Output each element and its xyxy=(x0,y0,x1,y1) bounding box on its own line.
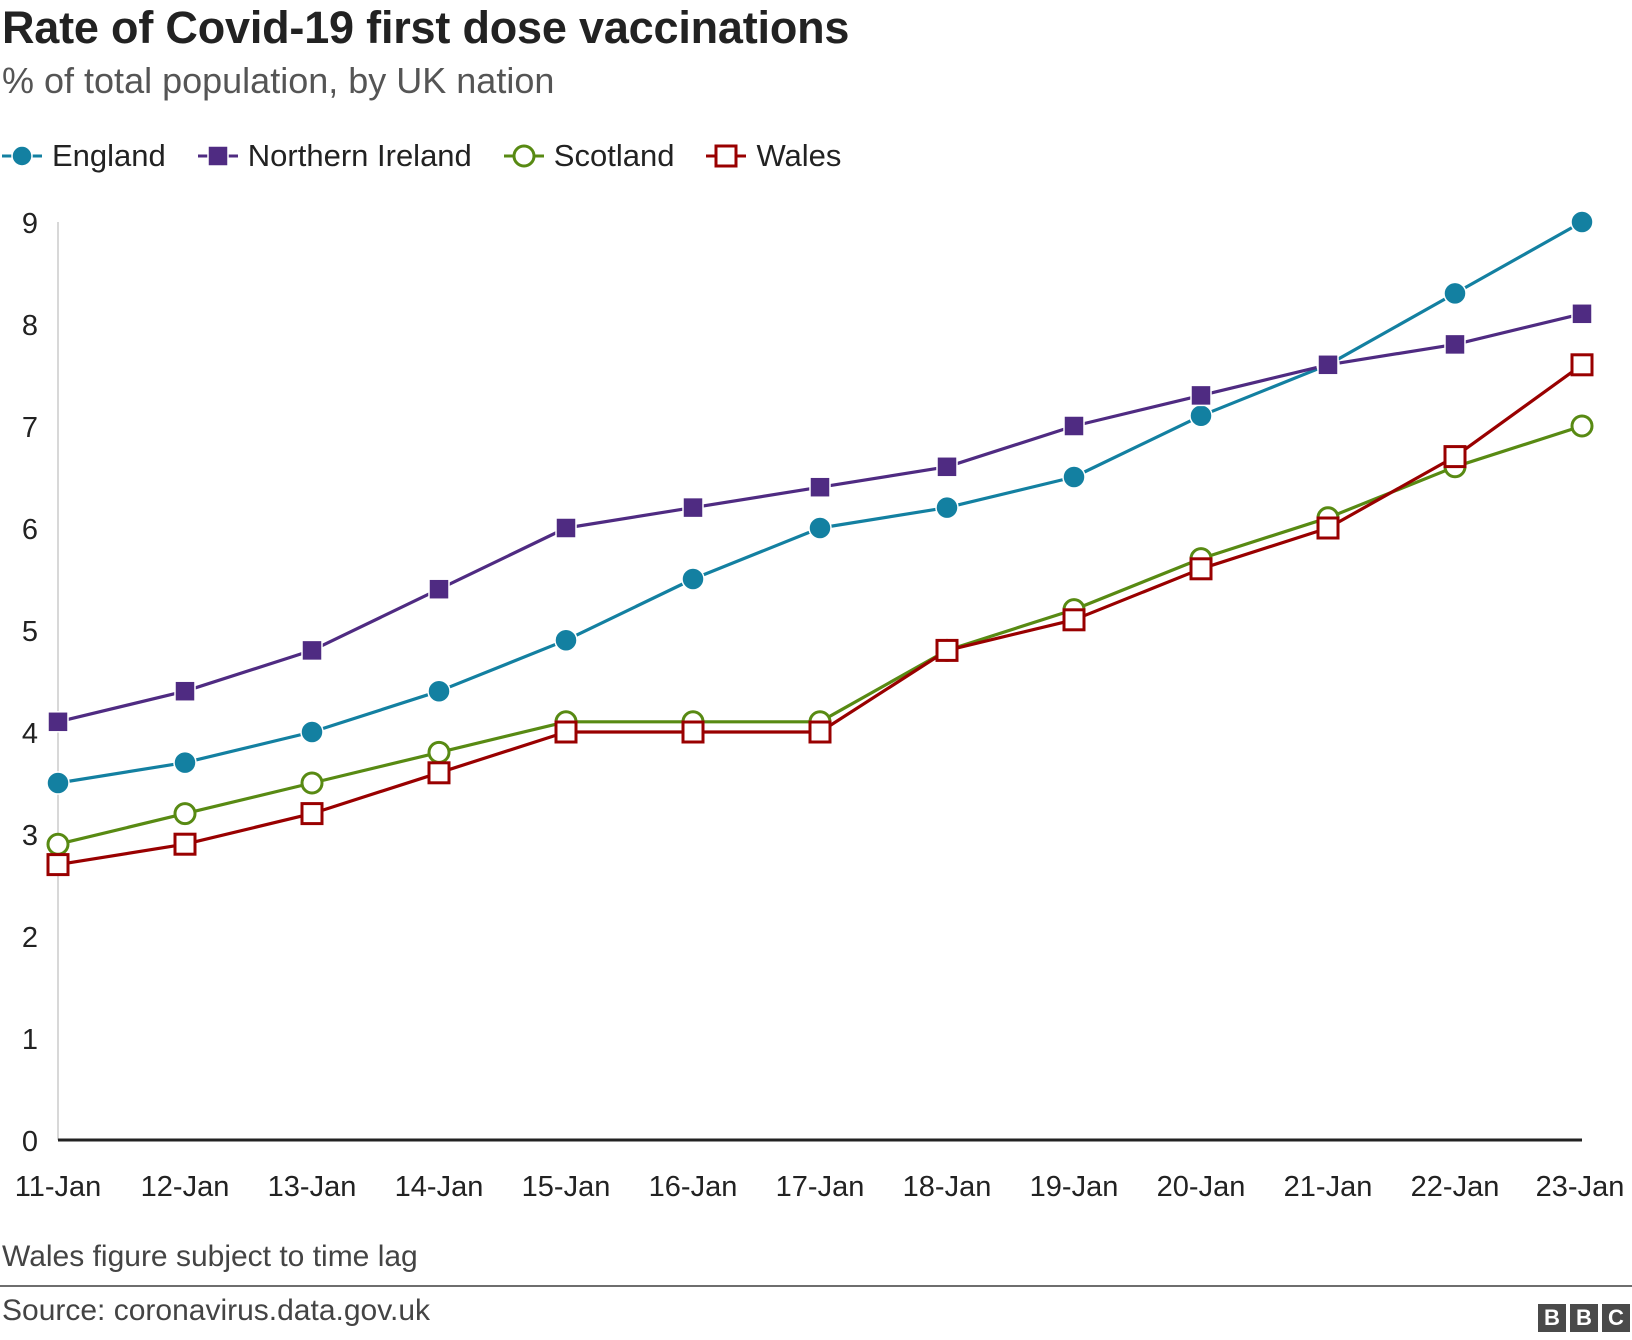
x-tick-label: 12-Jan xyxy=(141,1171,230,1203)
data-point xyxy=(554,628,578,652)
legend-item: Scotland xyxy=(502,138,675,174)
legend-swatch-marker xyxy=(207,145,229,167)
data-point xyxy=(935,638,959,662)
y-tick-label: 2 xyxy=(22,922,38,954)
legend-swatch-marker xyxy=(11,145,33,167)
data-point xyxy=(173,750,197,775)
x-tick-label: 14-Jan xyxy=(395,1171,484,1203)
data-point xyxy=(682,496,704,519)
data-point xyxy=(300,802,324,826)
x-tick-label: 17-Jan xyxy=(776,1171,865,1203)
logo-letter: B xyxy=(1538,1304,1566,1332)
data-point xyxy=(1317,354,1339,376)
legend-swatch xyxy=(197,145,238,167)
legend-label: Scotland xyxy=(553,138,675,173)
x-tick-label: 13-Jan xyxy=(268,1171,357,1203)
data-point xyxy=(1189,557,1213,581)
data-point xyxy=(46,771,70,795)
data-point xyxy=(1571,303,1593,325)
x-tick-label: 18-Jan xyxy=(903,1171,992,1203)
line-chart: 0 1 2 3 4 5 6 7 8 9 11-Jan 12-Jan 13-Jan 14-Jan 15-Jan… xyxy=(15,208,1625,1203)
y-tick-label: 8 xyxy=(22,310,38,342)
data-point xyxy=(427,761,451,785)
data-point xyxy=(1444,333,1466,356)
data-point xyxy=(174,680,196,702)
data-point xyxy=(808,516,832,540)
footer-divider xyxy=(0,1285,1632,1287)
data-point xyxy=(428,578,450,600)
x-tick-label: 22-Jan xyxy=(1411,1171,1500,1203)
data-point xyxy=(1443,281,1467,306)
x-tick-label: 21-Jan xyxy=(1284,1171,1373,1203)
data-point xyxy=(300,771,324,795)
data-point xyxy=(681,567,705,591)
data-point xyxy=(554,720,578,744)
logo-letter: B xyxy=(1570,1304,1598,1332)
x-tick-label: 23-Jan xyxy=(1536,1171,1625,1203)
x-tick-label: 20-Jan xyxy=(1157,1171,1246,1203)
data-point xyxy=(681,720,705,744)
data-point xyxy=(46,853,70,877)
logo-letter: C xyxy=(1602,1304,1630,1332)
data-point xyxy=(809,476,831,498)
x-tick-label: 19-Jan xyxy=(1030,1171,1119,1203)
legend-label: England xyxy=(52,138,166,173)
source-credit: Source: coronavirus.data.gov.uk xyxy=(2,1294,431,1327)
x-tick-label: 16-Jan xyxy=(649,1171,738,1203)
legend-item: England xyxy=(0,138,166,174)
data-point xyxy=(1063,415,1085,437)
y-tick-label: 6 xyxy=(22,514,38,546)
chart-subtitle: % of total population, by UK nation xyxy=(2,60,555,101)
legend-swatch xyxy=(706,144,747,168)
data-point xyxy=(47,711,69,733)
data-point xyxy=(1570,414,1594,438)
x-tick-label: 15-Jan xyxy=(522,1171,611,1203)
data-point xyxy=(1316,516,1340,540)
legend-label: Wales xyxy=(756,138,842,173)
data-point xyxy=(301,639,323,662)
data-point xyxy=(808,720,832,744)
legend-swatch-marker xyxy=(512,144,536,168)
data-point xyxy=(1190,384,1212,407)
y-tick-label: 5 xyxy=(22,616,38,648)
data-point xyxy=(46,832,70,856)
y-tick-label: 3 xyxy=(22,820,38,852)
legend-label: Northern Ireland xyxy=(247,138,472,173)
data-point xyxy=(173,832,197,856)
data-point xyxy=(173,802,197,826)
data-point xyxy=(1443,445,1467,469)
chart-title: Rate of Covid-19 first dose vaccinations xyxy=(2,2,850,53)
data-point xyxy=(936,456,958,478)
legend-swatch xyxy=(503,144,544,168)
legend-swatch-marker xyxy=(714,144,738,168)
y-tick-label: 9 xyxy=(22,208,38,240)
data-point xyxy=(1062,608,1086,632)
data-point xyxy=(427,679,451,703)
data-point xyxy=(1189,404,1213,428)
chart-note: Wales figure subject to time lag xyxy=(2,1240,418,1273)
data-point xyxy=(555,517,577,539)
data-point xyxy=(1062,465,1086,489)
y-tick-label: 1 xyxy=(22,1024,38,1056)
x-tick-label: 11-Jan xyxy=(15,1171,102,1203)
y-tick-label: 7 xyxy=(22,412,38,444)
chart-legend: England Northern Ireland Scotland Wales xyxy=(0,136,871,176)
data-point xyxy=(1570,353,1594,377)
data-point xyxy=(1570,210,1594,234)
bbc-logo: B B C xyxy=(1538,1304,1630,1332)
y-tick-label: 4 xyxy=(22,718,38,750)
data-point xyxy=(935,495,959,520)
legend-item: Wales xyxy=(704,138,841,174)
legend-swatch xyxy=(2,145,42,167)
data-point xyxy=(300,720,324,744)
data-point xyxy=(427,740,451,764)
legend-item: Northern Ireland xyxy=(196,138,472,174)
series-line xyxy=(57,220,1583,785)
y-tick-label: 0 xyxy=(22,1126,38,1158)
